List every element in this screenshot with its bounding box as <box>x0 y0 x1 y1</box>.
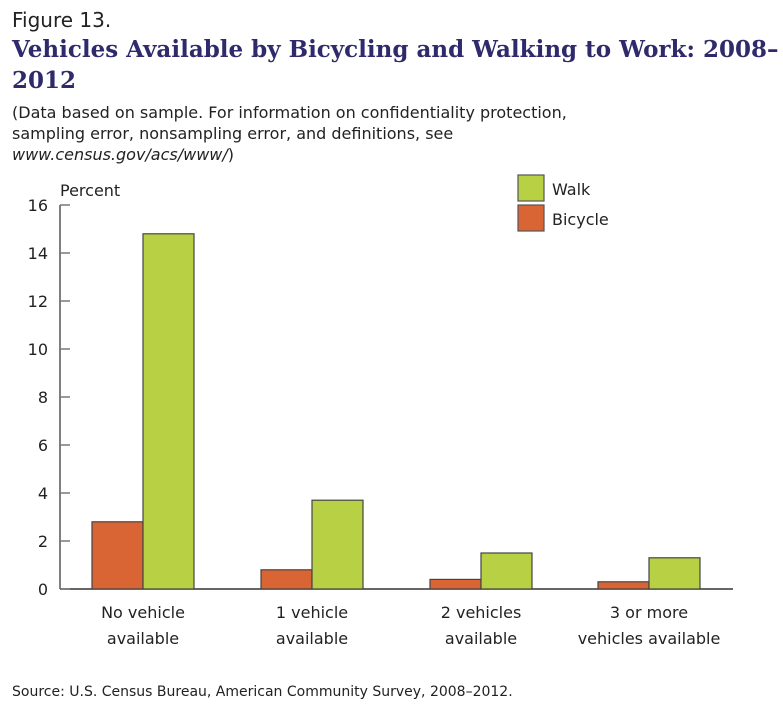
legend-label-bicycle: Bicycle <box>552 210 609 229</box>
x-tick-label: vehicles available <box>578 629 721 648</box>
figure-label: Figure 13. <box>12 8 112 32</box>
y-tick-label: 10 <box>28 340 48 359</box>
chart-note: (Data based on sample. For information o… <box>12 102 782 165</box>
x-tick-label: available <box>276 629 348 648</box>
bar-bicycle <box>260 569 313 590</box>
x-tick-label: available <box>445 629 517 648</box>
x-tick-label: available <box>107 629 179 648</box>
x-tick-label: No vehicle <box>101 603 185 622</box>
legend-swatch-walk <box>517 174 545 202</box>
source-note: Source: U.S. Census Bureau, American Com… <box>12 684 513 700</box>
bar-bicycle <box>91 521 144 590</box>
chart-title: Vehicles Available by Bicycling and Walk… <box>12 36 779 94</box>
bar-bicycle <box>429 578 482 590</box>
y-tick-label: 6 <box>38 436 48 455</box>
x-tick-label: 3 or more <box>610 603 688 622</box>
y-tick-label: 14 <box>28 244 48 263</box>
y-tick-label: 0 <box>38 580 48 599</box>
legend-swatch-bicycle <box>517 204 545 232</box>
bar-walk <box>311 499 364 590</box>
note-close: ) <box>227 145 235 164</box>
note-url[interactable]: www.census.gov/acs/www/ <box>12 145 228 164</box>
note-line-1: (Data based on sample. For information o… <box>12 103 567 122</box>
y-tick-label: 2 <box>38 532 48 551</box>
y-tick-label: 8 <box>38 388 48 407</box>
legend-label-walk: Walk <box>552 180 591 199</box>
bar-bicycle <box>597 581 650 590</box>
y-tick-label: 16 <box>28 196 48 215</box>
y-tick-label: 4 <box>38 484 48 503</box>
x-tick-label: 2 vehicles <box>441 603 522 622</box>
bar-walk <box>142 233 195 590</box>
y-axis-label: Percent <box>60 181 120 200</box>
x-tick-label: 1 vehicle <box>276 603 348 622</box>
bar-walk <box>648 557 701 590</box>
note-line-2: sampling error, nonsampling error, and d… <box>12 124 454 143</box>
y-tick-label: 12 <box>28 292 48 311</box>
bar-walk <box>480 552 533 590</box>
